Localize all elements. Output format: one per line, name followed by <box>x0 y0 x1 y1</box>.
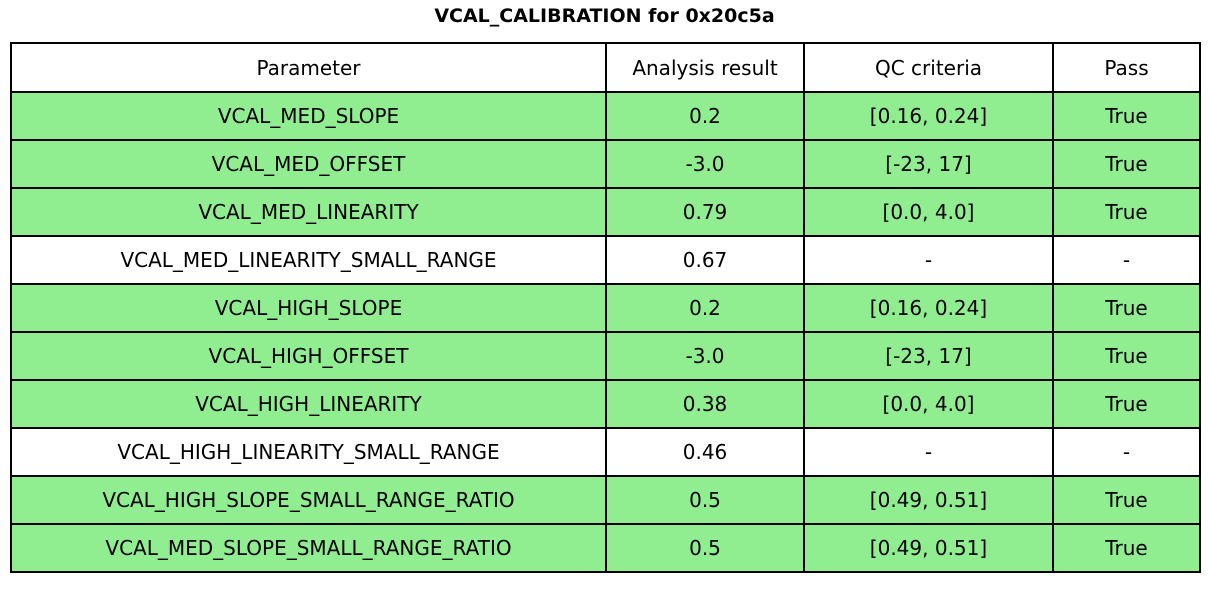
cell-qc-criteria: [0.0, 4.0] <box>803 187 1054 237</box>
cell-qc-criteria: [0.0, 4.0] <box>803 379 1054 429</box>
cell-parameter: VCAL_HIGH_SLOPE <box>10 283 607 333</box>
cell-analysis-result: 0.79 <box>605 187 805 237</box>
table-row: VCAL_HIGH_LINEARITY_SMALL_RANGE 0.46- - <box>10 427 1201 477</box>
cell-parameter: VCAL_HIGH_LINEARITY <box>10 379 607 429</box>
table-row: VCAL_HIGH_SLOPE 0.2 [0.16, 0.24] True <box>10 283 1201 333</box>
cell-analysis-result: 0.2 <box>605 283 805 333</box>
col-header-parameter: Parameter <box>10 42 607 93</box>
table-row: VCAL_MED_SLOPE_SMALL_RANGE_RATIO 0.5 [0.49… <box>10 523 1201 573</box>
table-row: VCAL_MED_LINEARITY_SMALL_RANGE 0.67- - <box>10 235 1201 285</box>
cell-parameter: VCAL_MED_SLOPE <box>10 91 607 141</box>
table-row: VCAL_MED_OFFSET -3.0 [-23, 17] True <box>10 139 1201 189</box>
table-row: VCAL_HIGH_OFFSET -3.0 [-23, 17] True <box>10 331 1201 381</box>
cell-pass: True <box>1052 91 1201 141</box>
cell-analysis-result: 0.2 <box>605 91 805 141</box>
cell-analysis-result: 0.38 <box>605 379 805 429</box>
cell-analysis-result: 0.67 <box>605 235 805 285</box>
cell-parameter: VCAL_HIGH_SLOPE_SMALL_RANGE_RATIO <box>10 475 607 525</box>
page-title: VCAL_CALIBRATION for 0x20c5a <box>434 5 775 27</box>
cell-pass: True <box>1052 475 1201 525</box>
cell-qc-criteria: [0.16, 0.24] <box>803 283 1054 333</box>
table-row: VCAL_HIGH_SLOPE_SMALL_RANGE_RATIO 0.5 [0.4… <box>10 475 1201 525</box>
cell-qc-criteria: [-23, 17] <box>803 331 1054 381</box>
cell-pass: - <box>1052 235 1201 285</box>
cell-parameter: VCAL_MED_LINEARITY <box>10 187 607 237</box>
col-header-analysis-result: Analysis result <box>605 42 805 93</box>
cell-pass: - <box>1052 427 1201 477</box>
cell-parameter: VCAL_HIGH_LINEARITY_SMALL_RANGE <box>10 427 607 477</box>
cell-analysis-result: 0.5 <box>605 475 805 525</box>
cell-parameter: VCAL_MED_LINEARITY_SMALL_RANGE <box>10 235 607 285</box>
col-header-qc-criteria: QC criteria <box>803 42 1054 93</box>
cell-qc-criteria: [0.16, 0.24] <box>803 91 1054 141</box>
cell-qc-criteria: - <box>803 235 1054 285</box>
cell-parameter: VCAL_MED_OFFSET <box>10 139 607 189</box>
cell-analysis-result: -3.0 <box>605 139 805 189</box>
cell-parameter: VCAL_MED_SLOPE_SMALL_RANGE_RATIO <box>10 523 607 573</box>
cell-parameter: VCAL_HIGH_OFFSET <box>10 331 607 381</box>
col-header-pass: Pass <box>1052 42 1201 93</box>
cell-qc-criteria: [0.49, 0.51] <box>803 475 1054 525</box>
cell-pass: True <box>1052 187 1201 237</box>
cell-qc-criteria: - <box>803 427 1054 477</box>
cell-pass: True <box>1052 283 1201 333</box>
table-row: VCAL_MED_SLOPE 0.2 [0.16, 0.24] True <box>10 91 1201 141</box>
qc-table: Parameter Analysis result QC criteria Pa… <box>10 42 1201 573</box>
table-row: VCAL_HIGH_LINEARITY 0.38 [0.0, 4.0] True <box>10 379 1201 429</box>
cell-pass: True <box>1052 379 1201 429</box>
cell-analysis-result: 0.46 <box>605 427 805 477</box>
cell-pass: True <box>1052 139 1201 189</box>
cell-analysis-result: -3.0 <box>605 331 805 381</box>
cell-analysis-result: 0.5 <box>605 523 805 573</box>
cell-pass: True <box>1052 331 1201 381</box>
table-row: VCAL_MED_LINEARITY 0.79 [0.0, 4.0] True <box>10 187 1201 237</box>
header-row: Parameter Analysis result QC criteria Pa… <box>10 42 1201 93</box>
cell-qc-criteria: [-23, 17] <box>803 139 1054 189</box>
cell-qc-criteria: [0.49, 0.51] <box>803 523 1054 573</box>
cell-pass: True <box>1052 523 1201 573</box>
table-body: VCAL_MED_SLOPE 0.2 [0.16, 0.24] True VCAL_ME… <box>10 91 1201 573</box>
